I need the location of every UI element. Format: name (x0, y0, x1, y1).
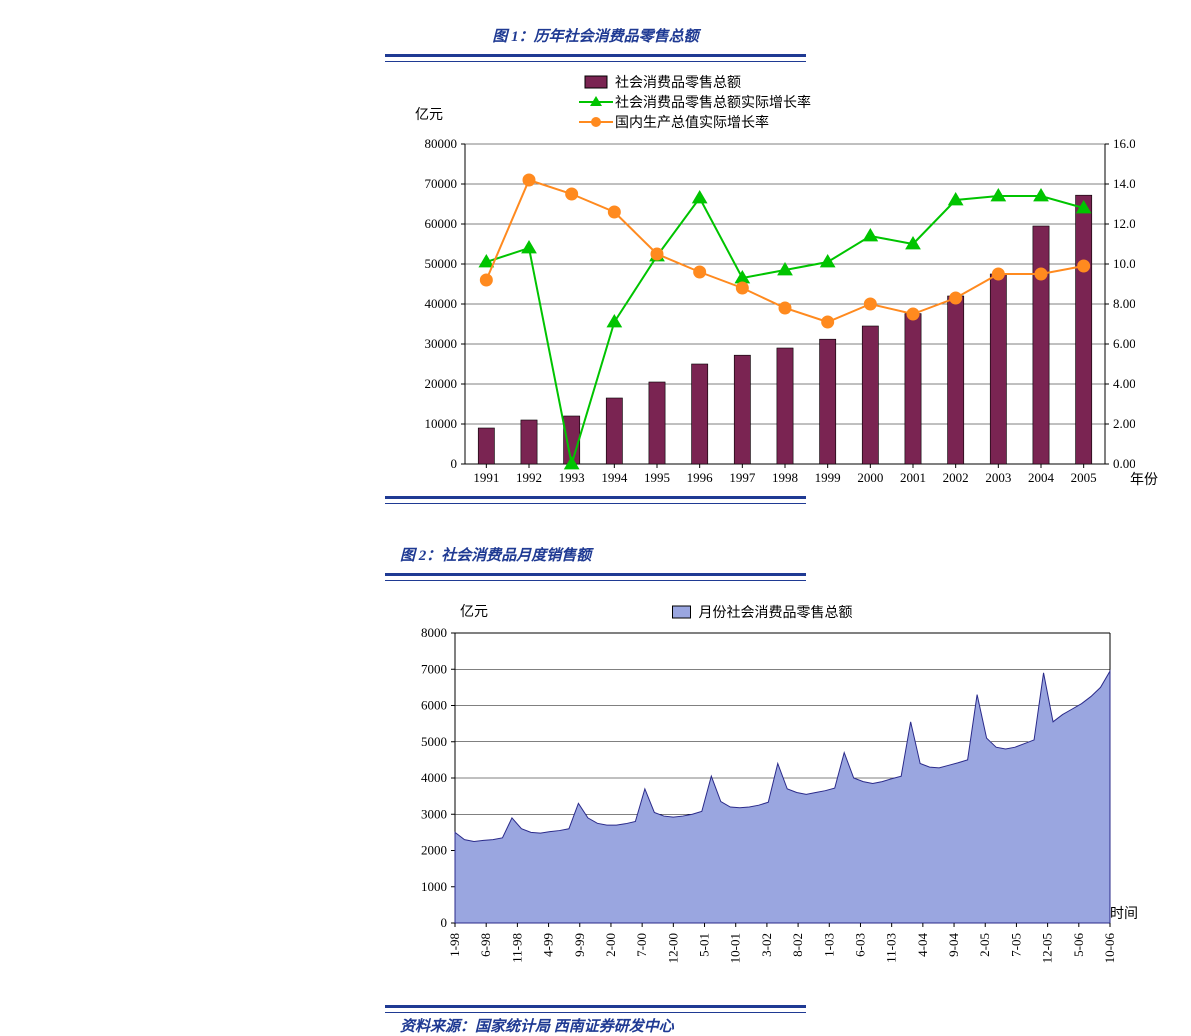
svg-text:60000: 60000 (425, 216, 458, 231)
chart1-title: 图 1：历年社会消费品零售总额 (0, 25, 1191, 46)
chart2-svg: 0 1000 2000 3000 4000 5000 6000 7000 8000 1-98 6-9… (395, 588, 1135, 1008)
svg-text:10-01: 10-01 (728, 933, 743, 963)
svg-text:8000: 8000 (421, 625, 447, 640)
svg-text:10.00%: 10.00% (1113, 256, 1135, 271)
svg-text:1993: 1993 (559, 470, 585, 485)
svg-text:20000: 20000 (425, 376, 458, 391)
svg-text:9-04: 9-04 (946, 933, 961, 957)
svg-text:1992: 1992 (516, 470, 542, 485)
rule (385, 496, 806, 504)
svg-text:社会消费品零售总额: 社会消费品零售总额 (615, 75, 741, 91)
svg-text:2.00%: 2.00% (1113, 416, 1135, 431)
svg-text:12.00%: 12.00% (1113, 216, 1135, 231)
svg-text:月份社会消费品零售总额: 月份社会消费品零售总额 (699, 605, 853, 621)
svg-text:4-99: 4-99 (541, 933, 556, 957)
svg-text:14.00%: 14.00% (1113, 176, 1135, 191)
chart2-title: 图 2：社会消费品月度销售额 (0, 544, 1191, 565)
svg-text:70000: 70000 (425, 176, 458, 191)
svg-text:5000: 5000 (421, 734, 447, 749)
svg-text:6.00%: 6.00% (1113, 336, 1135, 351)
rule (385, 573, 806, 581)
chart2-x-label: 时间 (1110, 903, 1138, 923)
chart1-bottom-rule (385, 496, 806, 504)
svg-text:8-02: 8-02 (790, 933, 805, 957)
svg-text:2-05: 2-05 (977, 933, 992, 957)
svg-text:1995: 1995 (644, 470, 670, 485)
svg-text:12-05: 12-05 (1040, 933, 1055, 963)
svg-text:2004: 2004 (1028, 470, 1055, 485)
svg-text:30000: 30000 (425, 336, 458, 351)
svg-text:2005: 2005 (1071, 470, 1097, 485)
svg-text:1999: 1999 (815, 470, 841, 485)
svg-text:6-03: 6-03 (852, 933, 867, 957)
svg-text:6000: 6000 (421, 698, 447, 713)
svg-text:8.00%: 8.00% (1113, 296, 1135, 311)
svg-text:7-00: 7-00 (634, 933, 649, 957)
svg-text:1998: 1998 (772, 470, 798, 485)
svg-text:2000: 2000 (857, 470, 883, 485)
svg-text:40000: 40000 (425, 296, 458, 311)
svg-text:7000: 7000 (421, 661, 447, 676)
svg-text:国内生产总值实际增长率: 国内生产总值实际增长率 (615, 114, 769, 131)
svg-text:4.00%: 4.00% (1113, 376, 1135, 391)
svg-text:16.00%: 16.00% (1113, 136, 1135, 151)
chart1-svg: 0 10000 20000 30000 40000 50000 60000 70000 8000… (395, 64, 1135, 494)
chart1-container: 0 10000 20000 30000 40000 50000 60000 70000 8000… (0, 64, 1191, 494)
svg-text:5-01: 5-01 (697, 933, 712, 957)
svg-text:9-99: 9-99 (572, 933, 587, 957)
svg-text:2001: 2001 (900, 470, 926, 485)
svg-text:1000: 1000 (421, 879, 447, 894)
svg-text:1-03: 1-03 (821, 933, 836, 957)
svg-text:2002: 2002 (943, 470, 969, 485)
svg-text:5-06: 5-06 (1071, 933, 1086, 957)
svg-text:50000: 50000 (425, 256, 458, 271)
svg-text:3000: 3000 (421, 806, 447, 821)
svg-text:7-05: 7-05 (1008, 933, 1023, 957)
svg-text:4000: 4000 (421, 770, 447, 785)
svg-text:10000: 10000 (425, 416, 458, 431)
svg-text:2000: 2000 (421, 843, 447, 858)
svg-text:11-98: 11-98 (509, 933, 524, 963)
svg-text:3-02: 3-02 (759, 933, 774, 957)
svg-text:1996: 1996 (687, 470, 714, 485)
chart1-top-rule (385, 54, 806, 62)
svg-text:0: 0 (451, 456, 458, 471)
svg-text:6-98: 6-98 (478, 933, 493, 957)
source-text: 资料来源：国家统计局 西南证券研发中心 (0, 1015, 1191, 1036)
svg-text:1-98: 1-98 (447, 933, 462, 957)
svg-text:12-00: 12-00 (665, 933, 680, 963)
svg-text:0: 0 (441, 915, 448, 930)
svg-text:2003: 2003 (985, 470, 1011, 485)
svg-text:1994: 1994 (601, 470, 628, 485)
svg-text:80000: 80000 (425, 136, 458, 151)
svg-text:1991: 1991 (473, 470, 499, 485)
chart2-y-label: 亿元 (460, 601, 488, 621)
chart2-container: 0 1000 2000 3000 4000 5000 6000 7000 8000 1-98 6-9… (0, 583, 1191, 1003)
chart1-y1-label: 亿元 (415, 104, 443, 124)
svg-text:4-04: 4-04 (915, 933, 930, 957)
chart2-top-rule (385, 573, 806, 581)
svg-text:2-00: 2-00 (603, 933, 618, 957)
chart1-x-label: 年份 (1130, 469, 1158, 489)
svg-text:社会消费品零售总额实际增长率: 社会消费品零售总额实际增长率 (615, 94, 811, 111)
rule (385, 54, 806, 62)
svg-text:1997: 1997 (729, 470, 756, 485)
svg-text:11-03: 11-03 (884, 933, 899, 963)
svg-text:10-06: 10-06 (1102, 933, 1117, 964)
